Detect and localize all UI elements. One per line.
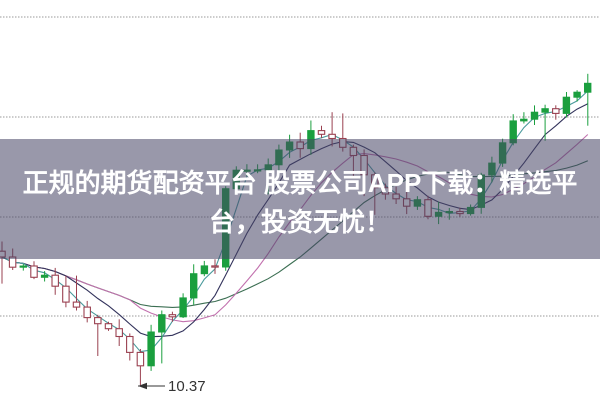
svg-text:10.37: 10.37	[168, 378, 206, 395]
